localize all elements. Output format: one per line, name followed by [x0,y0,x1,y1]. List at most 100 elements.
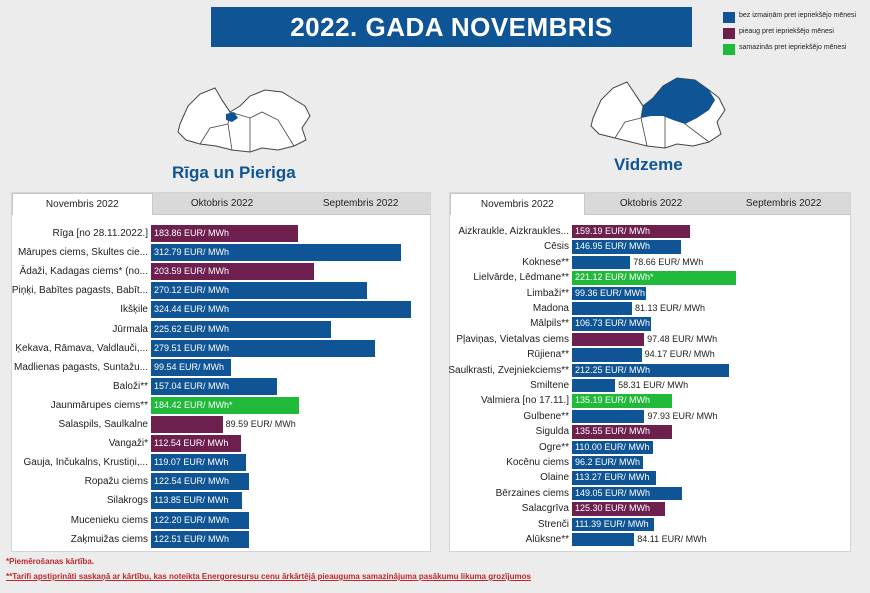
category-label: Ķekava, Rāmava, Valdlauči,... [15,342,148,354]
bar[interactable] [572,240,681,254]
bar-row: Vangaži* 112.54 EUR/ MWh [12,434,430,453]
bar[interactable] [572,271,736,285]
category-label: Sigulda [535,426,569,438]
category-label: Valmiera [no 17.11.] [480,395,569,407]
bar[interactable] [151,339,375,357]
bar[interactable] [572,440,654,454]
bar[interactable] [572,255,631,270]
bar-row: Ķekava, Rāmava, Valdlauči,... 279.51 EUR/… [12,339,430,358]
footnote-1[interactable]: *Piemērošanas kārtība. [6,557,95,566]
value-label: 99.54 EUR/ MWh [154,361,225,372]
bar-row: Pļaviņas, Vietalvas ciems 97.48 EUR/ MWh [450,332,850,347]
tab-septembris[interactable]: Septembris 2022 [717,193,851,215]
value-label: 279.51 EUR/ MWh [154,342,230,353]
chart-panel-riga: Novembris 2022 Oktobris 2022 Septembris … [11,192,431,552]
bar[interactable] [151,263,314,281]
tab-novembris[interactable]: Novembris 2022 [12,193,153,215]
value-label: 58.31 EUR/ MWh [618,380,689,390]
legend-swatch-same [723,12,735,23]
tab-bar: Novembris 2022 Oktobris 2022 Septembris … [450,193,851,215]
bar-row: Salaspils, Saulkalne 89.59 EUR/ MWh [12,415,430,434]
bar[interactable] [572,471,656,485]
bar-row: Gauja, Inčukalns, Krustiņi,... 119.07 EUR… [12,453,430,472]
value-label: 157.04 EUR/ MWh [154,380,230,391]
value-label: 113.27 EUR/ MWh [575,472,650,483]
bar[interactable] [572,225,690,239]
bar[interactable] [572,317,651,331]
bar[interactable] [572,456,644,470]
bar[interactable] [151,244,402,262]
bar-row: Olaine 113.27 EUR/ MWh [450,470,850,485]
footnote-2[interactable]: **Tarifi apstiprināti saskaņā ar kārtību… [6,572,531,581]
category-label: Ikšķile [120,304,148,316]
page-title: 2022. GADA NOVEMBRIS [211,7,692,47]
bar[interactable] [151,473,250,491]
bar[interactable] [572,332,645,347]
tab-septembris[interactable]: Septembris 2022 [291,193,431,215]
tab-novembris[interactable]: Novembris 2022 [450,193,585,215]
bar[interactable] [151,301,411,319]
bar[interactable] [572,533,635,547]
bar[interactable] [572,379,616,393]
legend-swatch-up [723,28,735,39]
bar-row: Silakrogs 113.85 EUR/ MWh [12,491,430,510]
value-label: 270.12 EUR/ MWh [154,285,230,296]
bar[interactable] [151,454,247,472]
category-label: Vangaži* [108,438,148,450]
category-label: Cēsis [543,241,569,253]
bar[interactable] [572,486,683,501]
category-label: Piņķi, Babītes pagasts, Babīt... [11,285,148,297]
category-label: Rūjiena** [527,349,569,361]
category-label: Limbaži** [526,287,569,299]
bar-row: Smiltene 58.31 EUR/ MWh [450,378,850,393]
bar[interactable] [572,363,730,377]
tab-oktobris[interactable]: Oktobris 2022 [584,193,718,215]
bar[interactable] [572,394,673,408]
bar[interactable] [572,409,645,424]
bar[interactable] [151,358,231,376]
bar[interactable] [151,282,368,300]
bar[interactable] [151,492,243,510]
bar[interactable] [151,396,299,414]
bar[interactable] [151,435,242,453]
category-label: Madona [532,303,569,314]
bar[interactable] [151,320,332,338]
bar[interactable] [151,511,249,529]
category-label: Strenči [537,518,569,530]
category-label: Gulbene** [523,410,569,422]
bar[interactable] [572,425,673,439]
category-label: Olaine [540,472,569,484]
value-label: 84.11 EUR/ MWh [637,534,707,544]
value-label: 119.07 EUR/ MWh [154,457,229,468]
bar-row: Kocēnu ciems 96.2 EUR/ MWh [450,455,850,470]
value-label: 81.13 EUR/ MWh [635,303,706,313]
legend: bez izmaiņām pret iepriekšējo mēnesi pie… [723,12,868,60]
value-label: 89.59 EUR/ MWh [225,419,296,429]
bar-row: Baloži** 157.04 EUR/ MWh [12,377,430,396]
bar[interactable] [572,502,665,516]
bar-row: Strenči 111.39 EUR/ MWh [450,517,850,532]
bar[interactable] [572,302,633,316]
bar[interactable] [151,225,299,243]
bar[interactable] [572,348,642,362]
legend-swatch-down [723,44,735,55]
bar[interactable] [151,377,277,395]
bar[interactable] [151,530,249,548]
value-label: 97.93 EUR/ MWh [647,410,718,421]
bar-row: Jūrmala 225.62 EUR/ MWh [12,320,430,339]
category-label: Kocēnu ciems [506,457,569,468]
bar[interactable] [151,416,223,434]
chart-panel-vidzeme: Novembris 2022 Oktobris 2022 Septembris … [448,192,851,552]
bar-row: Mālpils** 106.73 EUR/ MWh [450,316,850,331]
tab-oktobris[interactable]: Oktobris 2022 [152,193,292,215]
category-label: Baloži** [112,380,148,392]
bar-row: Gulbene** 97.93 EUR/ MWh [450,409,850,424]
bar-row: Ogre** 110.00 EUR/ MWh [450,440,850,455]
category-label: Ropažu ciems [84,476,148,488]
bar-row: Bērzaines ciems 149.05 EUR/ MWh [450,486,850,501]
category-label: Madlienas pagasts, Suntažu... [14,361,148,373]
bar[interactable] [572,517,655,531]
legend-label-same: bez izmaiņām pret iepriekšējo mēnesi [739,12,857,19]
bar-row: Ropažu ciems 122.54 EUR/ MWh [12,472,430,491]
bar[interactable] [572,286,646,300]
